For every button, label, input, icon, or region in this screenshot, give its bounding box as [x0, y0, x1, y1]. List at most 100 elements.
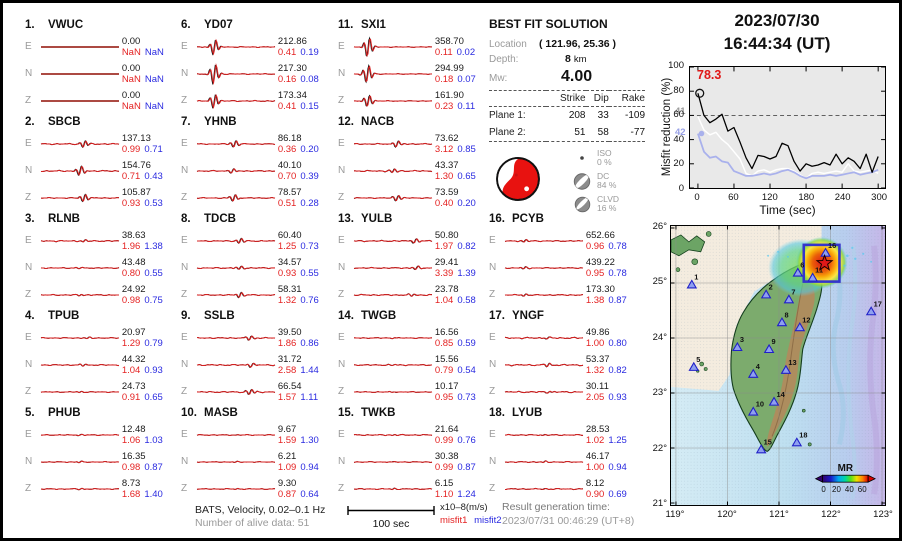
waveform-trace [504, 459, 583, 463]
misfit1-value: 0.40 [434, 197, 454, 209]
waveform-trace [353, 264, 432, 270]
channel-row: Z 105.87 0.93 0.53 [25, 184, 179, 211]
station-block: 4. TPUB E 20.97 1.29 0.79 N 44.32 1.04 0.93 Z 24.… [25, 308, 179, 405]
station-triangle-icon [686, 279, 698, 289]
channel-label: Z [181, 289, 188, 300]
channel-label: N [181, 456, 189, 467]
waveform-trace [353, 237, 432, 244]
waveform-trace [353, 390, 432, 393]
misfit1-value: 2.58 [277, 364, 297, 376]
waveform-trace [196, 93, 275, 109]
peak-amplitude: 439.22 [585, 256, 615, 268]
misfit2-value: NaN [144, 46, 164, 58]
scale-bar-icon [347, 506, 435, 515]
channel-label: Z [338, 483, 345, 494]
misfit2-value: 0.64 [300, 488, 319, 500]
channel-label: Z [181, 483, 188, 494]
channel-row: Z 173.30 1.38 0.87 [489, 281, 643, 308]
misfit2-value: 0.79 [144, 337, 163, 349]
peak-amplitude: 30.11 [585, 380, 609, 392]
svg-text:20: 20 [832, 485, 841, 494]
channel-values: 31.72 2.58 1.44 [278, 354, 335, 376]
event-date: 2023/07/30 [734, 11, 820, 30]
epicenter-grid-box [802, 243, 841, 283]
colorbar-title: MR [838, 463, 853, 474]
waveform-trace [196, 62, 275, 85]
peak-amplitude: 66.54 [277, 380, 302, 392]
peak-amplitude: 137.13 [121, 132, 151, 144]
misfit2-value: 1.39 [457, 267, 476, 279]
scale-bar-label: 100 sec [372, 518, 410, 530]
waveform-trace [40, 363, 119, 367]
misfit2-value: 0.78 [608, 267, 627, 279]
misfit2-value: 1.30 [300, 434, 319, 446]
station-code: TWKB [361, 407, 396, 419]
channel-values: 652.66 0.96 0.78 [586, 230, 643, 252]
station-number: 8. [181, 213, 191, 225]
station-number: 9. [181, 310, 191, 322]
peak-amplitude: 73.59 [434, 186, 459, 198]
peak-amplitude: 43.37 [434, 159, 459, 171]
misfit1-value: 1.00 [585, 461, 605, 473]
station-number: 10. [181, 407, 197, 419]
station-block: 14. TWGB E 16.56 0.85 0.59 N 15.56 0.79 0.54 Z 10… [338, 308, 492, 405]
station-number: 2. [25, 116, 35, 128]
station-number: 6. [181, 19, 191, 31]
waveform-trace [353, 93, 432, 107]
channel-label: N [181, 262, 189, 273]
misfit1-value: 0.99 [434, 434, 454, 446]
waveform-trace [353, 139, 432, 148]
axis-tick-label: 180 [798, 192, 815, 203]
waveform-trace [196, 38, 275, 56]
channel-label: Z [25, 289, 32, 300]
misfit1-value: 0.70 [277, 170, 297, 182]
channel-label: N [25, 68, 33, 79]
misfit2-value: 0.85 [457, 143, 476, 155]
axis-tick-label: 120 [761, 192, 778, 203]
islet [691, 258, 699, 266]
channel-values: 30.38 0.99 0.87 [435, 451, 492, 473]
channel-values: 439.22 0.95 0.78 [586, 257, 643, 279]
waveform-trace [40, 238, 119, 243]
peak-amplitude: 38.63 [121, 229, 146, 241]
channel-row: E 39.50 1.86 0.86 [181, 324, 335, 351]
channel-label: Z [25, 483, 32, 494]
misfit1-value: 2.05 [585, 391, 605, 403]
channel-label: Z [25, 95, 32, 106]
misfit2-value: 0.65 [144, 391, 163, 403]
peak-amplitude: 86.18 [277, 132, 302, 144]
waveform-trace [196, 362, 275, 368]
channel-values: 161.90 0.23 0.11 [435, 90, 492, 112]
channel-values: 6.15 1.10 1.24 [435, 478, 492, 500]
misfit1-legend: misfit1 [440, 515, 468, 526]
station-triangle-icon [768, 396, 780, 406]
station-triangle-icon [688, 361, 700, 371]
axis-tick-label: 300 [871, 192, 888, 203]
station-block: 1. VWUC E 0.00 NaN NaN N 0.00 NaN NaN Z 0.00 NaN Na… [25, 17, 179, 114]
station-triangle-icon [747, 406, 759, 416]
axis-tick-label: 24° [652, 331, 667, 343]
channel-row: N 294.99 0.18 0.07 [338, 60, 492, 87]
station-code: PCYB [512, 213, 544, 225]
peak-amplitude: 73.62 [434, 132, 459, 144]
col-dip: Dip [585, 90, 609, 107]
station-triangle-icon [791, 437, 803, 447]
channel-row: E 9.67 1.59 1.30 [181, 421, 335, 448]
station-number: 17. [489, 310, 505, 322]
waveform-trace [196, 460, 275, 463]
channel-label: N [25, 165, 33, 176]
channel-label: E [181, 332, 188, 343]
station-number: 13. [338, 213, 354, 225]
misfit1-value: 0.80 [121, 267, 141, 279]
peak-amplitude: 28.53 [585, 423, 610, 435]
station-block: 8. TDCB E 60.40 1.25 0.73 N 34.57 0.93 0.55 Z 58.… [181, 211, 335, 308]
channel-values: 173.34 0.41 0.15 [278, 90, 335, 112]
station-number: 15. [338, 407, 354, 419]
clvd-entry: CLVD 16 % [573, 194, 619, 214]
channel-values: 24.73 0.91 0.65 [122, 381, 179, 403]
channel-row: E 212.86 0.41 0.19 [181, 33, 335, 60]
misfit2-value: 0.71 [144, 143, 163, 155]
station-block: 16. PCYB E 652.66 0.96 0.78 N 439.22 0.95 0.78 Z… [489, 211, 643, 308]
epicenter-star-icon [815, 253, 834, 271]
misfit1-value: 0.98 [121, 294, 141, 306]
